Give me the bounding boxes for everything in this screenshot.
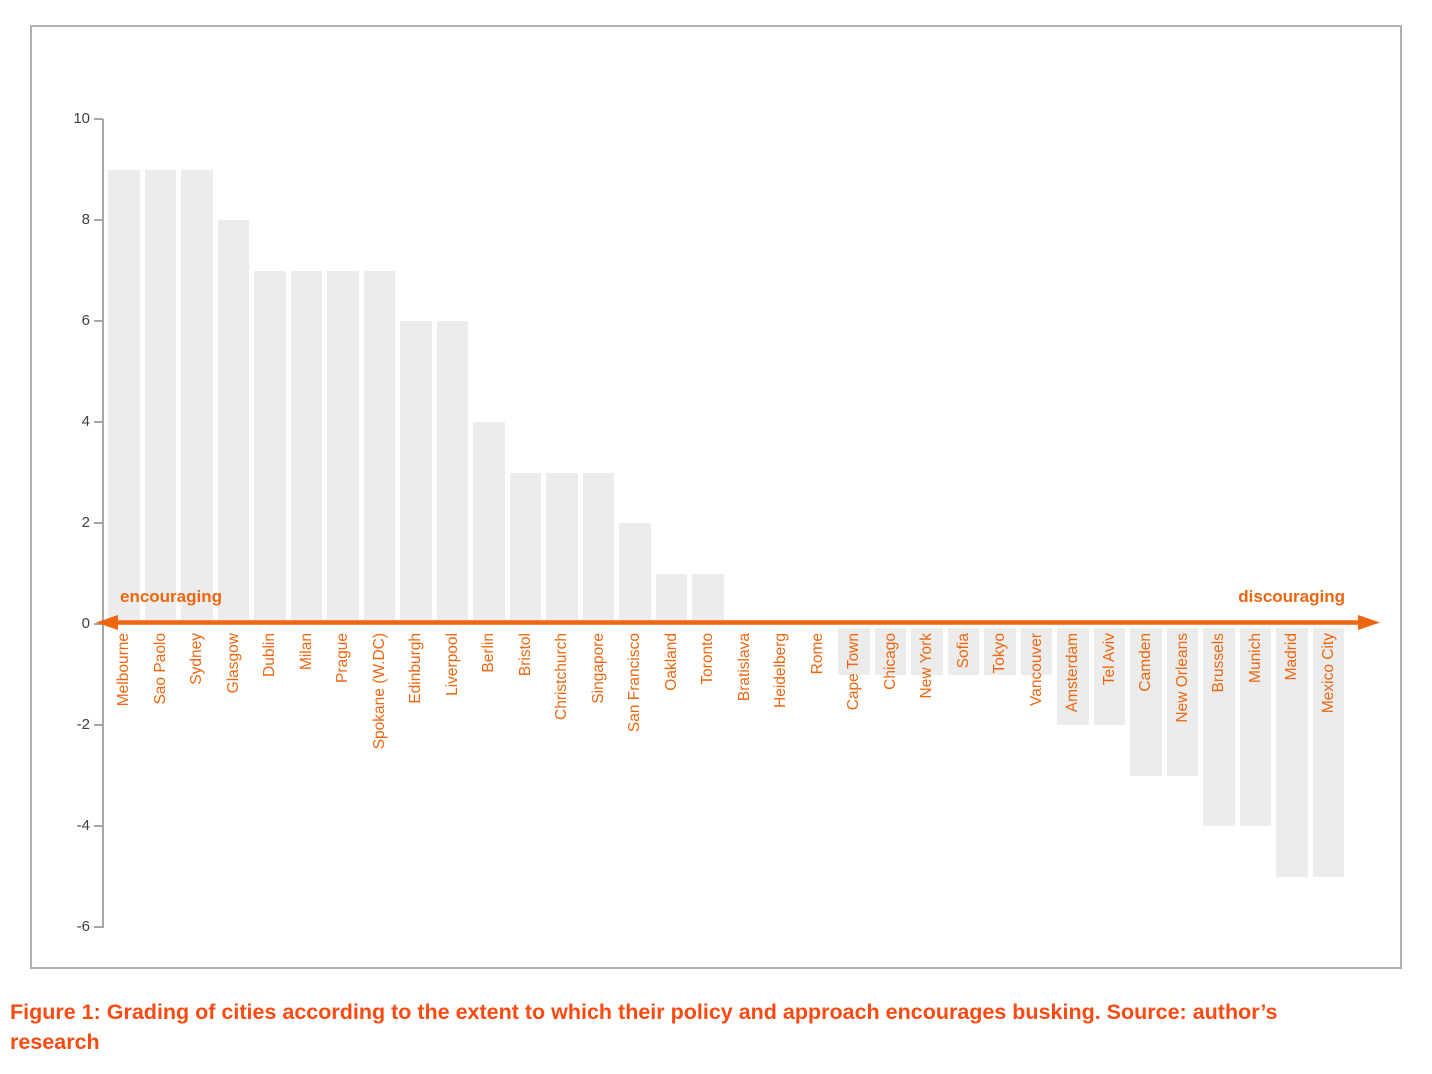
y-tick-mark <box>94 623 103 625</box>
bar-tokyo <box>984 628 1016 675</box>
city-label: Heidelberg <box>772 633 790 708</box>
encouraging-label: encouraging <box>120 587 223 606</box>
bar-bristol <box>509 472 541 624</box>
city-label: Sofia <box>954 633 972 669</box>
city-label: Madrid <box>1283 633 1301 681</box>
city-label: Melbourne <box>115 633 133 707</box>
bar-san-francisco <box>619 523 651 624</box>
bar-singapore <box>582 472 614 624</box>
city-label: Bristol <box>516 633 534 677</box>
discouraging-label: discouraging <box>1238 587 1345 606</box>
bar-oakland <box>655 573 687 624</box>
y-tick-label: 10 <box>73 110 90 127</box>
bar-tel-aviv <box>1093 628 1125 725</box>
bar-vancouver <box>1020 628 1052 675</box>
y-tick-mark <box>94 926 103 928</box>
city-label: Oakland <box>662 633 680 691</box>
city-label: Milan <box>297 633 315 671</box>
city-label: Rome <box>808 633 826 675</box>
bar-madrid <box>1276 628 1308 877</box>
y-axis-line <box>102 119 104 928</box>
city-label: New Orleans <box>1173 633 1191 723</box>
arrow-left-head-icon <box>96 615 118 630</box>
city-label: Munich <box>1246 633 1264 683</box>
city-label: Bratislava <box>735 633 753 702</box>
caption-line-2: research <box>10 1030 100 1054</box>
figure-caption: Figure 1: Grading of cities according to… <box>10 997 1426 1057</box>
bar-amsterdam <box>1057 628 1089 725</box>
bar-spokane-w-dc- <box>363 270 395 624</box>
bar-sao-paolo <box>144 169 176 624</box>
city-label: Tel Aviv <box>1100 633 1118 686</box>
bar-cape-town <box>838 628 870 675</box>
chart-frame: 10 8 6 4 2 0 -2 -4 -6 encouraging discouraging M… <box>30 25 1402 969</box>
city-label: Edinburgh <box>407 633 425 704</box>
city-label: Singapore <box>589 633 607 704</box>
city-label: Toronto <box>699 633 717 685</box>
y-tick-label: 6 <box>81 312 90 329</box>
y-tick-label: 0 <box>81 615 90 632</box>
city-label: Chicago <box>881 633 899 690</box>
city-label: Tokyo <box>991 633 1009 674</box>
city-label: New York <box>918 633 936 699</box>
city-label: Sydney <box>188 633 206 685</box>
y-tick-mark <box>94 522 103 524</box>
y-tick-label: -4 <box>76 817 90 834</box>
bar-berlin <box>473 422 505 624</box>
bar-milan <box>290 270 322 624</box>
bar-glasgow <box>217 220 249 624</box>
bar-new-york <box>911 628 943 675</box>
city-label: Liverpool <box>443 633 461 696</box>
bar-sydney <box>181 169 213 624</box>
bar-liverpool <box>436 321 468 624</box>
bar-sofia <box>947 628 979 675</box>
city-label: Prague <box>334 633 352 683</box>
bar-munich <box>1239 628 1271 826</box>
bar-melbourne <box>108 169 140 624</box>
y-tick-mark <box>94 219 103 221</box>
bar-camden <box>1130 628 1162 776</box>
city-label: Vancouver <box>1027 633 1045 706</box>
y-tick-mark <box>94 825 103 827</box>
bar-toronto <box>692 573 724 624</box>
y-tick-mark <box>94 724 103 726</box>
bar-chicago <box>874 628 906 675</box>
city-label: Camden <box>1137 633 1155 692</box>
y-tick-label: 8 <box>81 211 90 228</box>
bar-mexico-city <box>1312 628 1344 877</box>
city-label: Brussels <box>1210 633 1228 693</box>
bar-brussels <box>1203 628 1235 826</box>
y-tick-label: -2 <box>76 716 90 733</box>
city-label: Cape Town <box>845 633 863 711</box>
bar-new-orleans <box>1166 628 1198 776</box>
city-label: Berlin <box>480 633 498 673</box>
bar-dublin <box>254 270 286 624</box>
arrow-right-head-icon <box>1358 615 1380 630</box>
city-label: Dublin <box>261 633 279 677</box>
y-tick-label: 2 <box>81 514 90 531</box>
zero-axis-arrow <box>96 615 1380 630</box>
city-label: Spokane (W.DC) <box>370 633 388 750</box>
y-tick-mark <box>94 421 103 423</box>
bar-christchurch <box>546 472 578 624</box>
city-label: San Francisco <box>626 633 644 733</box>
city-label: Mexico City <box>1319 633 1337 714</box>
bar-edinburgh <box>400 321 432 624</box>
city-label: Christchurch <box>553 633 571 720</box>
city-label: Amsterdam <box>1064 633 1082 713</box>
y-tick-mark <box>94 320 103 322</box>
y-tick-label: 4 <box>81 413 90 430</box>
y-tick-mark <box>94 118 103 120</box>
y-tick-label: -6 <box>76 918 90 935</box>
caption-line-1: Figure 1: Grading of cities according to… <box>10 1000 1278 1024</box>
city-label: Glasgow <box>224 633 242 694</box>
city-label: Sao Paolo <box>151 633 169 705</box>
bar-prague <box>327 270 359 624</box>
